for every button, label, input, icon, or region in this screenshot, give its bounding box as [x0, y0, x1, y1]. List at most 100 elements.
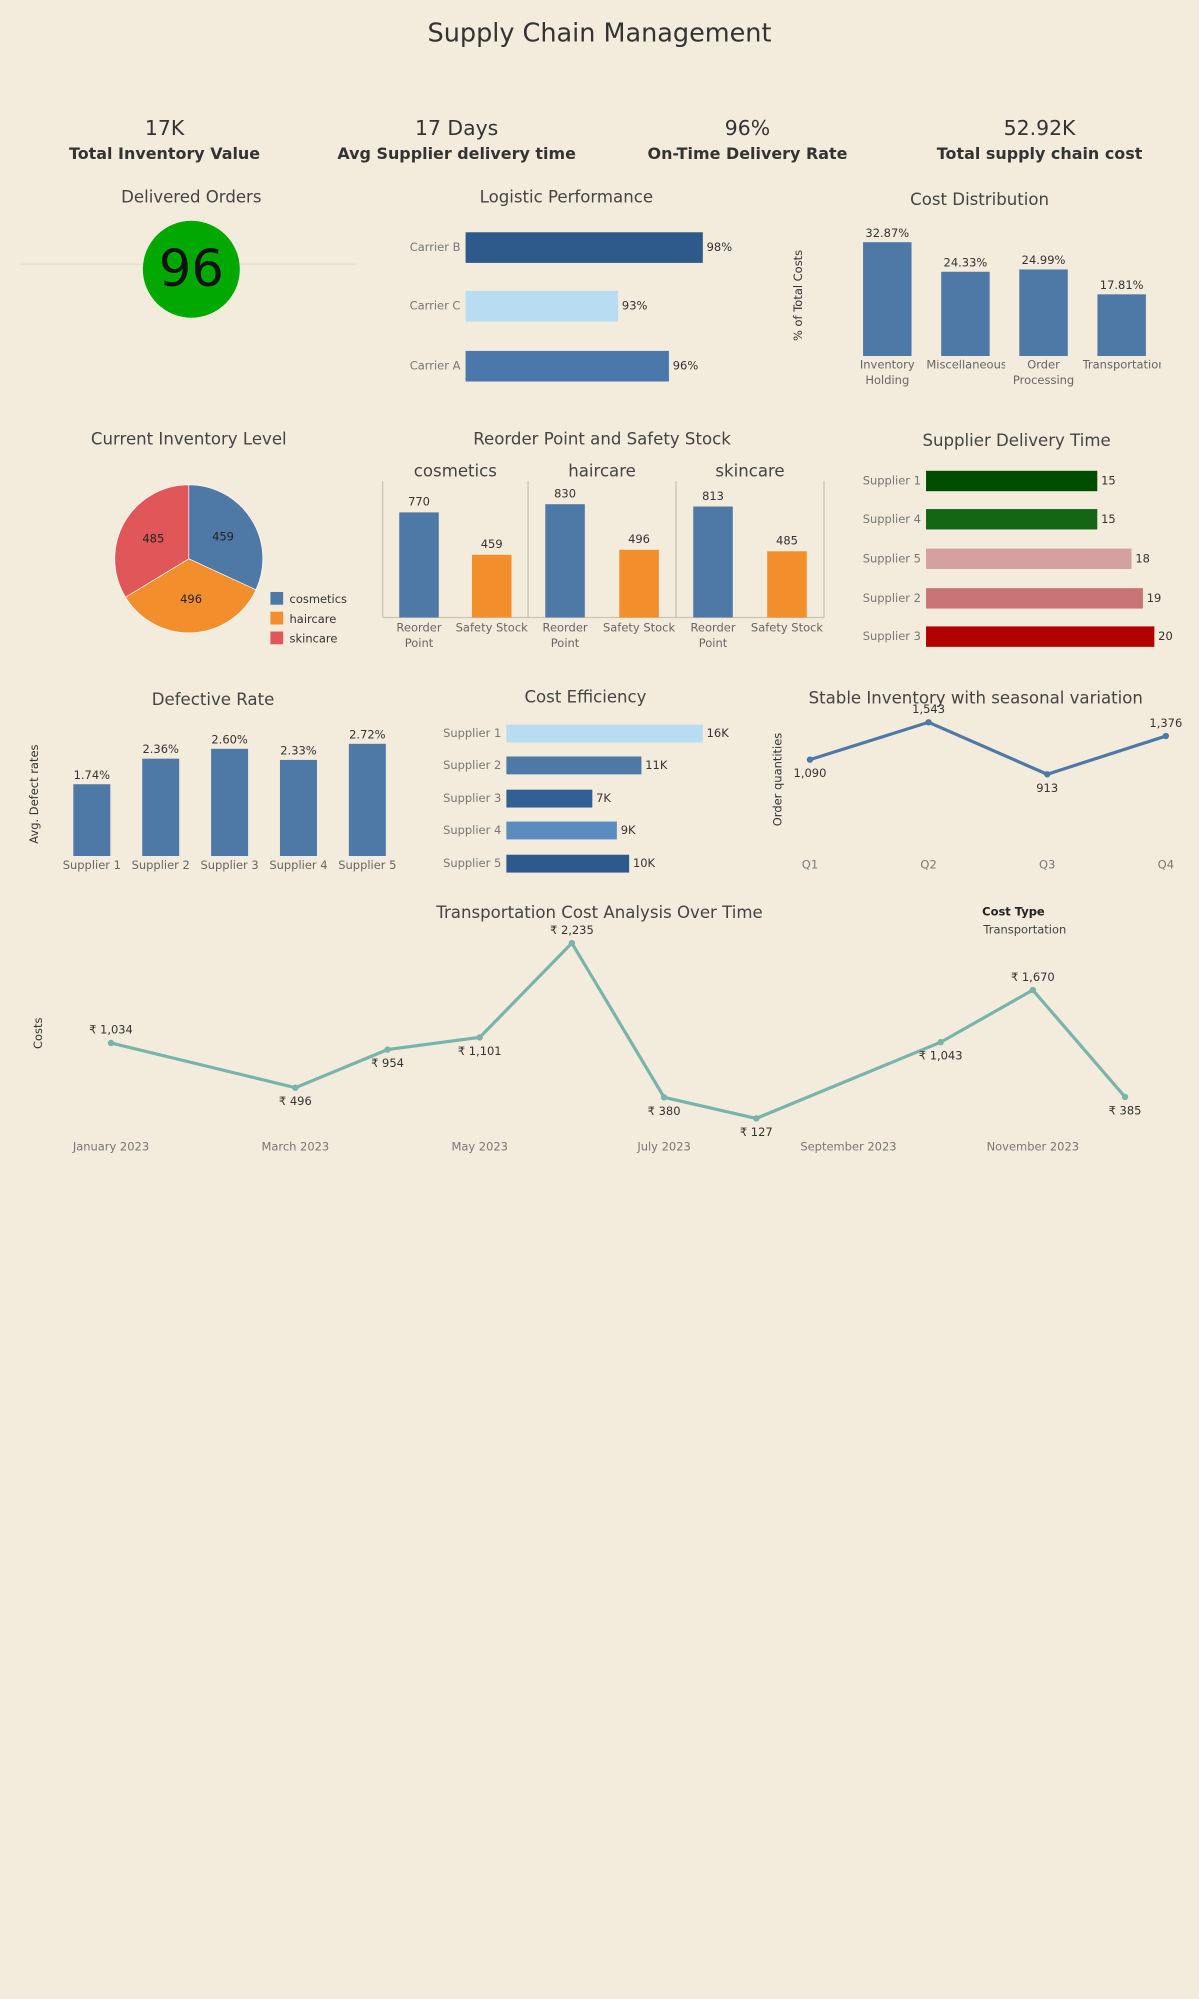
- y-tick-label: Supplier 2: [443, 758, 501, 772]
- legend-swatch: [270, 631, 284, 645]
- legend-label: Transportation: [982, 922, 1066, 936]
- pie-slice: [114, 484, 190, 598]
- legend-label: haircare: [290, 612, 337, 626]
- slice-label: 485: [142, 531, 164, 545]
- value-label: 485: [776, 534, 798, 548]
- chart-title: Stable Inventory with seasonal variation: [809, 689, 1143, 708]
- y-tick-label: Supplier 2: [863, 591, 921, 605]
- kpi-value: 17 Days: [415, 116, 498, 140]
- value-label: 2.60%: [211, 732, 248, 746]
- kpi-value: 52.92K: [1004, 116, 1076, 140]
- category-label-box: Inventory Holding: [860, 360, 915, 388]
- y-axis-label: Avg. Defect rates: [27, 745, 41, 844]
- x-tick-label: Supplier 2: [131, 859, 190, 873]
- category-label-box: Transportation: [1082, 359, 1161, 373]
- y-tick-label: Carrier A: [410, 359, 461, 373]
- category-label-box: Supplier 4: [269, 860, 327, 873]
- panel-title: cosmetics: [414, 462, 497, 481]
- category-label-box: Reorder Point: [690, 622, 736, 651]
- x-tick-label: July 2023: [636, 1139, 690, 1153]
- bar: [926, 470, 1098, 492]
- x-tick-label: May 2023: [451, 1139, 508, 1153]
- bar: [211, 748, 249, 857]
- bar: [348, 743, 386, 857]
- kpi-label: Total Inventory Value: [69, 144, 260, 163]
- point: [660, 1094, 668, 1101]
- point: [1162, 732, 1170, 740]
- kpi-label: Avg Supplier delivery time: [337, 144, 576, 163]
- value-label: 830: [554, 486, 576, 500]
- slice-label: 496: [180, 592, 202, 606]
- point: [925, 719, 932, 726]
- value-label: 32.87%: [865, 226, 909, 240]
- category-label-box: Safety Stock: [456, 623, 528, 636]
- bar: [619, 549, 659, 618]
- bar: [142, 758, 180, 857]
- value-label: 17.81%: [1100, 278, 1144, 292]
- x-tick-label: Supplier 1: [62, 859, 121, 873]
- y-tick-label: Supplier 5: [863, 551, 921, 565]
- x-tick-label: Q4: [1158, 857, 1174, 871]
- dashboard-title: Supply Chain Management: [428, 19, 772, 49]
- category-label-box: Supplier 2: [131, 859, 190, 873]
- kpi-value: 17K: [145, 116, 185, 140]
- value-label: 9K: [621, 823, 636, 837]
- y-tick-label: Supplier 5: [443, 856, 501, 870]
- x-tick-label: Supplier 5: [338, 859, 397, 873]
- x-tick-label: Q2: [920, 857, 936, 871]
- x-tick-label: November 2023: [987, 1139, 1079, 1153]
- point: [384, 1046, 391, 1053]
- category-label-box: Safety Stock: [603, 623, 675, 636]
- value-label: ₹ 385: [1109, 1103, 1142, 1117]
- category-label-box: Order Processing: [1013, 360, 1074, 388]
- point: [476, 1034, 483, 1041]
- x-tick-label: Reorder Point: [690, 622, 736, 651]
- value-label: 496: [628, 532, 650, 546]
- point: [937, 1039, 944, 1046]
- value-label: 1,543: [912, 702, 945, 716]
- bar: [926, 626, 1155, 647]
- bar: [506, 821, 617, 840]
- bar: [863, 242, 912, 356]
- value-label: 2.72%: [349, 727, 386, 741]
- x-tick-label: Q3: [1039, 857, 1055, 871]
- point: [568, 939, 576, 947]
- y-tick-label: Supplier 3: [863, 629, 921, 643]
- chart-title: Current Inventory Level: [91, 430, 287, 449]
- y-axis-label: Costs: [31, 1018, 45, 1049]
- bar: [399, 512, 439, 618]
- y-tick-label: Carrier B: [410, 240, 461, 254]
- chart-title: Transportation Cost Analysis Over Time: [435, 903, 762, 922]
- legend-swatch: [270, 611, 284, 625]
- kpi-label: On-Time Delivery Rate: [648, 144, 848, 163]
- bar: [506, 789, 593, 808]
- y-tick-label: Supplier 4: [443, 823, 501, 837]
- category-label-box: Reorder Point: [542, 623, 587, 651]
- value-label: 1,090: [794, 766, 827, 780]
- value-label: ₹ 1,101: [458, 1044, 502, 1058]
- value-label: 1,376: [1149, 716, 1182, 730]
- value-label: 2.33%: [280, 743, 317, 757]
- x-tick-label: Transportation: [1082, 359, 1161, 373]
- y-tick-label: Supplier 1: [443, 726, 501, 740]
- category-label-box: Safety Stock: [751, 623, 823, 636]
- panel-title: skincare: [715, 462, 784, 481]
- bar: [73, 784, 111, 857]
- bar: [926, 588, 1143, 609]
- bar: [465, 350, 669, 382]
- chart-title: Cost Distribution: [910, 190, 1049, 209]
- value-label: 7K: [596, 791, 611, 805]
- bar: [1097, 294, 1146, 356]
- point: [1029, 986, 1037, 994]
- legend-label: cosmetics: [290, 592, 348, 606]
- legend-title: Cost Type: [982, 905, 1045, 919]
- bar: [279, 759, 317, 857]
- bar: [506, 756, 642, 775]
- value-label: 93%: [622, 299, 648, 313]
- x-tick-label: Miscellaneous: [926, 359, 1005, 373]
- value-label: 96%: [673, 359, 699, 373]
- point: [107, 1039, 115, 1047]
- y-axis-label: % of Total Costs: [791, 250, 805, 341]
- legend-label: skincare: [290, 632, 338, 646]
